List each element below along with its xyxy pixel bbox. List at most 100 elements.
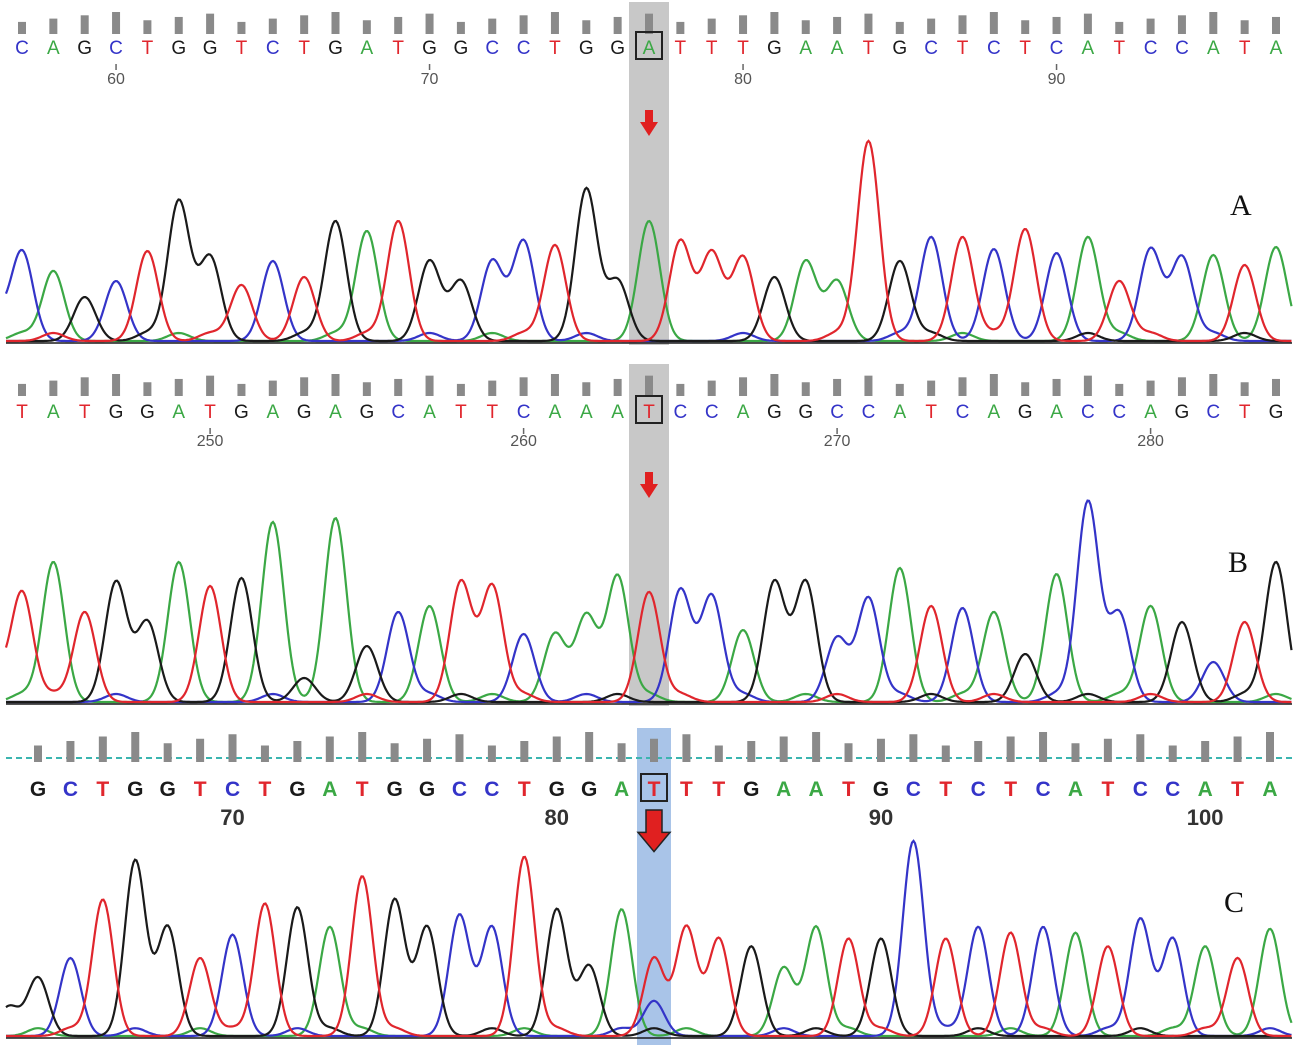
- quality-bar: [1272, 16, 1280, 34]
- trace-a: [6, 908, 1293, 1038]
- base-call-letter: A: [1262, 778, 1277, 801]
- base-call-letter: T: [957, 38, 969, 59]
- quality-bar: [941, 745, 950, 762]
- quality-bar: [714, 745, 723, 762]
- position-label: 260: [510, 433, 537, 450]
- quality-bar: [80, 377, 89, 396]
- base-call-letter: G: [743, 778, 759, 801]
- base-call-letter: G: [359, 402, 374, 423]
- quality-bar: [98, 736, 107, 762]
- base-call-letter: A: [322, 778, 337, 801]
- position-label: 60: [107, 71, 125, 88]
- base-call-letter: G: [549, 778, 565, 801]
- base-call-letter: G: [579, 38, 594, 59]
- base-call-letter: C: [673, 402, 687, 423]
- base-call-letter: C: [830, 402, 844, 423]
- quality-bar: [747, 741, 756, 762]
- base-call-letter: A: [1270, 38, 1283, 59]
- base-call-letter: A: [799, 38, 812, 59]
- base-call-letter: C: [1050, 38, 1064, 59]
- quality-bar: [909, 734, 918, 762]
- square-outline-icon: [640, 773, 668, 802]
- quality-bar: [163, 743, 172, 762]
- quality-bar: [425, 375, 434, 396]
- base-call-letter: G: [386, 778, 402, 801]
- quality-bar: [844, 743, 853, 762]
- base-call-letter: C: [1133, 778, 1148, 801]
- quality-bar: [228, 734, 237, 762]
- base-call-letter: C: [63, 778, 78, 801]
- quality-bar: [237, 383, 246, 396]
- base-call-letter: C: [906, 778, 921, 801]
- base-call-letter: G: [30, 778, 46, 801]
- quality-bar: [1168, 745, 1177, 762]
- base-call-letter: T: [96, 778, 109, 801]
- quality-bar: [1146, 380, 1155, 396]
- quality-bar: [812, 732, 821, 762]
- base-call-letter: T: [356, 778, 369, 801]
- base-call-letter: G: [171, 38, 186, 59]
- position-label: 70: [421, 71, 439, 88]
- position-label: 270: [824, 433, 851, 450]
- quality-bar: [143, 20, 152, 34]
- trace-t: [6, 855, 1292, 1038]
- quality-bar: [582, 382, 591, 396]
- base-call-letter: A: [831, 38, 844, 59]
- base-call-letter: G: [419, 778, 435, 801]
- base-call-letter: G: [873, 778, 889, 801]
- base-call-letter: A: [1050, 402, 1063, 423]
- position-label: 90: [869, 805, 893, 830]
- base-call-letter: G: [297, 402, 312, 423]
- base-call-letter: C: [924, 38, 938, 59]
- quality-bar: [206, 13, 215, 34]
- position-label: 100: [1187, 805, 1224, 830]
- quality-bar: [801, 382, 810, 396]
- base-call-letter: G: [1269, 402, 1284, 423]
- quality-bar: [958, 15, 967, 35]
- base-call-letter: G: [109, 402, 124, 423]
- base-call-letter: A: [361, 38, 374, 59]
- base-call-letter: C: [862, 402, 876, 423]
- position-label: 280: [1137, 433, 1164, 450]
- base-call-letter: G: [127, 778, 143, 801]
- quality-bar: [1115, 21, 1124, 34]
- quality-bar: [131, 732, 140, 762]
- quality-bar: [1177, 15, 1186, 35]
- base-call-letter: T: [1231, 778, 1244, 801]
- square-outline-icon: [635, 31, 663, 60]
- base-call-letter: A: [614, 778, 629, 801]
- quality-bar: [676, 383, 685, 396]
- quality-bar: [49, 18, 58, 34]
- base-call-letter: A: [580, 402, 593, 423]
- quality-bar: [456, 21, 465, 34]
- base-call-letter: T: [518, 778, 531, 801]
- quality-bar: [174, 378, 183, 396]
- quality-bar: [707, 380, 716, 396]
- quality-bar: [425, 13, 434, 34]
- quality-bar: [34, 745, 42, 762]
- trace-t: [6, 139, 1292, 343]
- base-call-letter: C: [1165, 778, 1180, 801]
- quality-bar: [300, 377, 309, 396]
- quality-bar: [390, 743, 399, 762]
- quality-bar: [550, 12, 559, 34]
- quality-bar: [1272, 378, 1280, 396]
- quality-bar: [989, 12, 998, 34]
- base-call-letter: G: [234, 402, 249, 423]
- base-call-letter: A: [643, 38, 656, 59]
- base-call-letter: A: [47, 402, 60, 423]
- position-label: 80: [734, 71, 752, 88]
- quality-bar: [1052, 16, 1061, 34]
- base-call-letter: C: [15, 38, 29, 59]
- base-call-letter: G: [454, 38, 469, 59]
- quality-bar: [1083, 375, 1092, 396]
- base-call-letter: A: [1144, 402, 1157, 423]
- base-call-letter: C: [1206, 402, 1220, 423]
- position-label: 90: [1048, 71, 1066, 88]
- base-call-letter: T: [79, 402, 91, 423]
- base-call-letter: C: [391, 402, 405, 423]
- quality-bar: [268, 18, 277, 34]
- base-call-letter: T: [643, 402, 655, 423]
- base-call-letter: T: [1239, 402, 1251, 423]
- base-call-letter: C: [1144, 38, 1158, 59]
